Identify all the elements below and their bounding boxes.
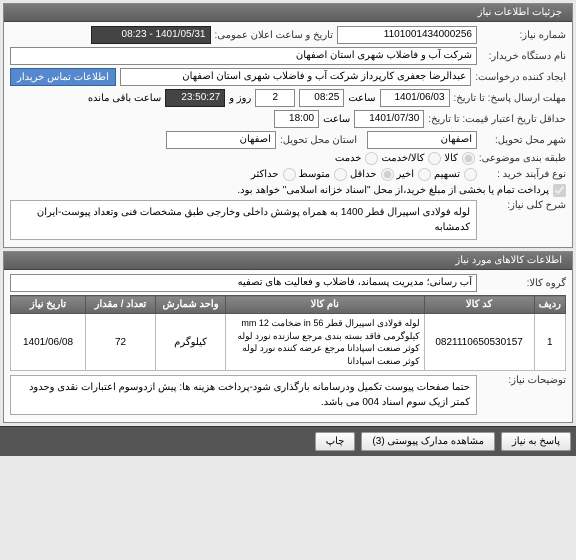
announce-field: 1401/05/31 - 08:23 [91,26,211,44]
cell-idx: 1 [534,314,565,371]
notes-label: توضیحات نیاز: [481,375,566,386]
details-panel: جزئیات اطلاعات نیاز شماره نیاز: 11010014… [3,3,573,248]
validity-time: 18:00 [274,110,319,128]
proc-label: نوع فرآیند خرید : [481,169,566,180]
deadline-time: 08:25 [299,89,344,107]
cell-date: 1401/06/08 [11,314,86,371]
cell-name: لوله فولادی اسپیرال قطر 56 in ضخامت 12 m… [226,314,425,371]
province-buy-field: اصفهان [166,131,276,149]
remain-days-lbl: روز و [229,93,251,104]
creator-field: عبدالرضا جعفری کارپرداز شرکت آب و فاضلاب… [120,68,471,86]
cat-svc-radio[interactable]: خدمت [335,152,379,165]
print-button[interactable]: چاپ [315,432,356,451]
th-name: نام کالا [226,296,425,314]
notes-field: حتما صفحات پیوست تکمیل ودرسامانه بارگذار… [10,375,477,415]
cat-label: طبقه بندی موضوعی: [479,153,566,164]
proc-tashim[interactable]: تسهیم [434,168,477,181]
details-header: جزئیات اطلاعات نیاز [4,4,572,22]
details-body: شماره نیاز: 1101001434000256 تاریخ و ساع… [4,22,572,247]
city-buy-label: شهر محل تحویل: [481,135,566,146]
proc-recent[interactable]: اخیر [397,168,432,181]
proc-low[interactable]: حداقل [350,168,394,181]
proc-medium[interactable]: متوسط [299,168,347,181]
creator-label: ایجاد کننده درخواست: [475,72,566,83]
cat-service-radio[interactable]: کالا/خدمت [381,152,441,165]
group-label: گروه کالا: [481,278,566,289]
summary-label: شرح کلی نیاز: [481,200,566,211]
items-header: اطلاعات کالاهای مورد نیاز [4,252,572,270]
table-row[interactable]: 1 0821110650530157 لوله فولادی اسپیرال ق… [11,314,566,371]
cell-code: 0821110650530157 [424,314,534,371]
buyer-field: شرکت آب و فاضلاب شهری استان اصفهان [10,47,477,65]
attachments-button[interactable]: مشاهده مدارک پیوستی (3) [361,432,495,451]
category-radios: کالا کالا/خدمت خدمت [335,152,475,165]
announce-label: تاریخ و ساعت اعلان عمومی: [215,30,334,41]
th-idx: ردیف [534,296,565,314]
deadline-time-lbl: ساعت [348,93,375,104]
validity-time-lbl: ساعت [323,114,350,125]
deadline-date: 1401/06/03 [380,89,450,107]
payment-checkbox[interactable] [553,184,566,197]
need-no-label: شماره نیاز: [481,30,566,41]
validity-label: حداقل تاریخ اعتبار قیمت: تا تاریخ: [428,114,566,125]
city-buy-field: اصفهان [367,131,477,149]
remain-time: 23:50:27 [165,89,225,107]
proc-high[interactable]: حداکثر [251,168,296,181]
items-panel: اطلاعات کالاهای مورد نیاز گروه کالا: آب … [3,251,573,423]
remain-lbl: ساعت باقی مانده [88,93,161,104]
need-no-field: 1101001434000256 [337,26,477,44]
th-unit: واحد شمارش [156,296,226,314]
answer-button[interactable]: پاسخ به نیاز [501,432,571,451]
th-date: تاریخ نیاز [11,296,86,314]
items-body: گروه کالا: آب رسانی؛ مدیریت پسماند، فاضل… [4,270,572,422]
buyer-label: نام دستگاه خریدار: [481,51,566,62]
cell-unit: کیلوگرم [156,314,226,371]
deadline-label: مهلت ارسال پاسخ: تا تاریخ: [454,93,566,104]
cat-goods-radio[interactable]: کالا [444,152,475,165]
th-qty: تعداد / مقدار [86,296,156,314]
remain-days: 2 [255,89,295,107]
cell-qty: 72 [86,314,156,371]
province-buy-label: استان محل تحویل: [280,135,357,146]
validity-date: 1401/07/30 [354,110,424,128]
items-table: ردیف کد کالا نام کالا واحد شمارش تعداد /… [10,295,566,371]
th-code: کد کالا [424,296,534,314]
process-radios: تسهیم اخیر حداقل متوسط حداکثر [251,168,477,181]
payment-note: پرداخت تمام یا بخشی از مبلغ خرید،از محل … [237,185,549,196]
summary-field: لوله فولادی اسپیرال قطر 1400 به همراه پو… [10,200,477,240]
footer-bar: پاسخ به نیاز مشاهده مدارک پیوستی (3) چاپ [0,426,576,456]
group-field: آب رسانی؛ مدیریت پسماند، فاضلاب و فعالیت… [10,274,477,292]
contact-buyer-button[interactable]: اطلاعات تماس خریدار [10,68,116,86]
